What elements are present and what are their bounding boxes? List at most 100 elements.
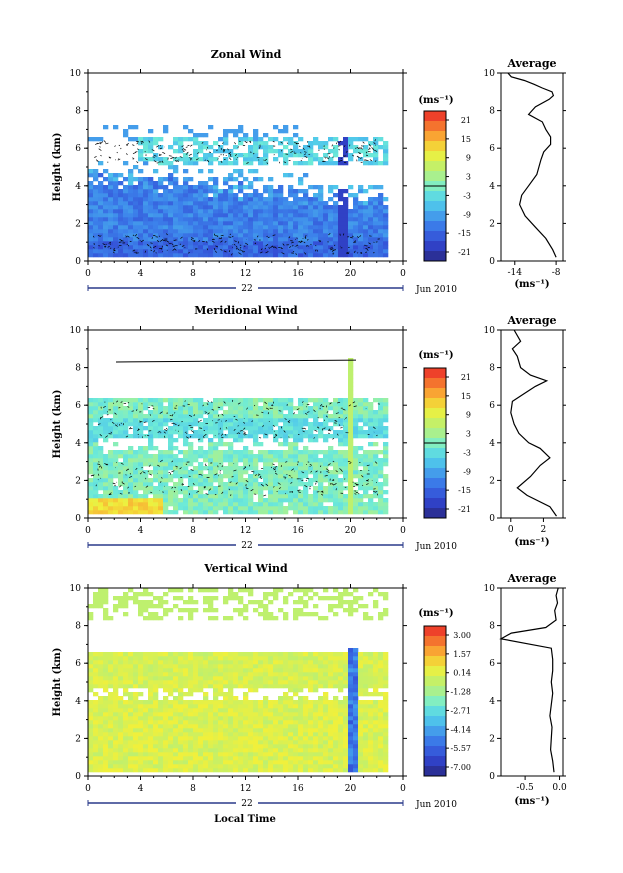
heatmap-cell <box>353 145 359 150</box>
heatmap-cell <box>203 426 209 431</box>
heatmap-cell <box>283 616 289 621</box>
heatmap-cell <box>338 466 344 471</box>
heatmap-cell <box>203 600 209 605</box>
heatmap-cell <box>113 213 119 218</box>
heatmap-cell <box>293 217 299 222</box>
heatmap-cell <box>278 229 284 234</box>
heatmap-cell <box>323 237 329 242</box>
heatmap-cell <box>108 402 114 407</box>
heatmap-cell <box>333 185 339 190</box>
heatmap-cell <box>353 201 359 206</box>
heatmap-cell <box>138 768 144 773</box>
heatmap-cell <box>213 422 219 427</box>
heatmap-cell <box>353 748 359 753</box>
heatmap-cell <box>263 656 269 661</box>
heatmap-cell <box>173 217 179 222</box>
heatmap-cell <box>88 672 94 677</box>
heatmap-cell <box>353 752 359 757</box>
heatmap-cell <box>348 720 354 725</box>
heatmap-cell <box>243 414 249 419</box>
heatmap-cell <box>333 652 339 657</box>
heatmap-cell <box>208 676 214 681</box>
heatmap-cell <box>298 217 304 222</box>
heatmap-cell <box>203 760 209 765</box>
heatmap-cell <box>223 410 229 415</box>
heatmap-cell <box>163 688 169 693</box>
heatmap-cell <box>343 656 349 661</box>
heatmap-cell <box>248 422 254 427</box>
heatmap-cell <box>313 604 319 609</box>
heatmap-cell <box>158 422 164 427</box>
heatmap-cell <box>268 612 274 617</box>
heatmap-cell <box>293 664 299 669</box>
heatmap-cell <box>338 764 344 769</box>
heatmap-cell <box>133 684 139 689</box>
heatmap-cell <box>338 434 344 439</box>
y-tick-label: 4 <box>75 182 81 192</box>
heatmap-cell <box>283 716 289 721</box>
heatmap-cell <box>293 434 299 439</box>
heatmap-cell <box>353 760 359 765</box>
average-axes-frame <box>500 329 564 519</box>
heatmap-cell <box>228 410 234 415</box>
heatmap-cell <box>328 462 334 467</box>
heatmap-cell <box>248 676 254 681</box>
heatmap-cell <box>293 616 299 621</box>
heatmap-cell <box>168 466 174 471</box>
heatmap-cell <box>228 201 234 206</box>
heatmap-cell <box>133 466 139 471</box>
heatmap-cell <box>158 660 164 665</box>
heatmap-cell <box>253 708 259 713</box>
heatmap-cell <box>233 768 239 773</box>
heatmap-cell <box>223 768 229 773</box>
heatmap-cell <box>353 510 359 515</box>
heatmap-cell <box>243 704 249 709</box>
heatmap-cell <box>223 442 229 447</box>
colorbar-tick-label: 21 <box>461 116 471 125</box>
heatmap-cell <box>368 672 374 677</box>
heatmap-cell <box>328 596 334 601</box>
heatmap-cell <box>233 209 239 214</box>
heatmap-cell <box>338 217 344 222</box>
heatmap-cell <box>328 241 334 246</box>
heatmap-cell <box>333 604 339 609</box>
heatmap-cell <box>188 676 194 681</box>
heatmap-cell <box>228 692 234 697</box>
heatmap-cell <box>283 434 289 439</box>
colorbar-swatch <box>424 418 446 429</box>
heatmap-cell <box>368 430 374 435</box>
heatmap-cell <box>313 716 319 721</box>
heatmap-cell <box>298 205 304 210</box>
heatmap-cell <box>248 249 254 254</box>
heatmap-cell <box>253 744 259 749</box>
heatmap-cell <box>373 185 379 190</box>
heatmap-cell <box>368 442 374 447</box>
heatmap-cell <box>188 129 194 134</box>
heatmap-cell <box>238 740 244 745</box>
heatmap-cell <box>148 205 154 210</box>
heatmap-cell <box>118 466 124 471</box>
heatmap-cell <box>318 406 324 411</box>
heatmap-cell <box>88 402 94 407</box>
heatmap-cell <box>268 600 274 605</box>
heatmap-cell <box>193 740 199 745</box>
heatmap-cell <box>188 213 194 218</box>
heatmap-cell <box>188 161 194 166</box>
heatmap-cell <box>298 418 304 423</box>
heatmap-cell <box>368 478 374 483</box>
heatmap-cell <box>183 708 189 713</box>
heatmap-cell <box>308 740 314 745</box>
heatmap-cell <box>363 217 369 222</box>
heatmap-cell <box>293 430 299 435</box>
heatmap-cell <box>193 502 199 507</box>
heatmap-cell <box>93 716 99 721</box>
heatmap-cell <box>308 245 314 250</box>
heatmap-cell <box>328 744 334 749</box>
heatmap-cell <box>108 680 114 685</box>
heatmap-cell <box>233 185 239 190</box>
heatmap-cell <box>138 402 144 407</box>
heatmap-cell <box>228 486 234 491</box>
heatmap-cell <box>243 724 249 729</box>
heatmap-cell <box>288 450 294 455</box>
heatmap-cell <box>283 668 289 673</box>
